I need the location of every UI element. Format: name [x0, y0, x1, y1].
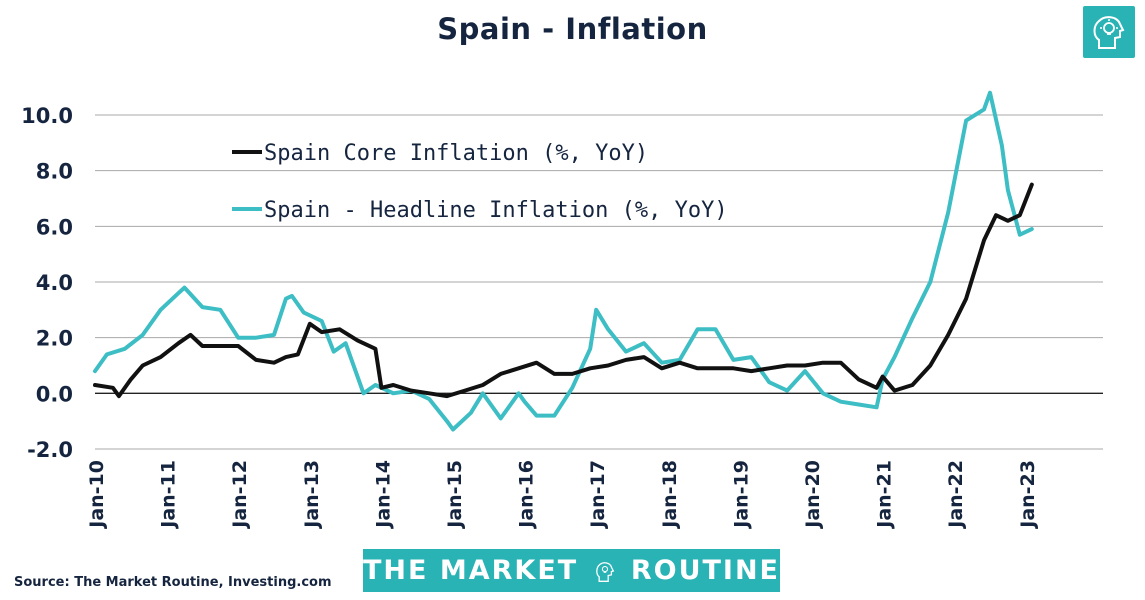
x-tick-label: Jan-22: [945, 460, 967, 530]
series-lines: [93, 90, 1034, 432]
y-tick-label: -2.0: [27, 438, 73, 462]
y-tick-label: 6.0: [36, 215, 73, 239]
x-tick-label: Jan-15: [444, 460, 466, 530]
x-tick-label: Jan-23: [1017, 460, 1039, 530]
legend: Spain Core Inflation (%, YoY) Spain - Hea…: [232, 141, 728, 223]
y-tick-label: 8.0: [36, 160, 73, 184]
head-lightbulb-icon: [1093, 16, 1125, 49]
x-tick-label: Jan-20: [802, 460, 824, 530]
logo-badge-icon: [1083, 6, 1135, 58]
brand-banner: THE MARKET ROUTINE: [363, 549, 780, 592]
core-inflation-line: [93, 182, 1034, 399]
y-tick-label: 0.0: [36, 382, 73, 406]
x-tick-label: Jan-10: [86, 460, 108, 530]
x-axis-ticks: Jan-10 Jan-11 Jan-12 Jan-13 Jan-14 Jan-15 Jan-…: [86, 460, 1039, 530]
y-axis-ticks: -2.0 0.0 2.0 4.0 6.0 8.0 10.0: [21, 104, 73, 462]
x-tick-label: Jan-13: [301, 460, 323, 530]
x-tick-label: Jan-18: [659, 460, 681, 530]
x-tick-label: Jan-14: [372, 460, 394, 530]
x-tick-label: Jan-16: [516, 460, 538, 530]
x-tick-label: Jan-12: [229, 460, 251, 530]
legend-label: Spain Core Inflation (%, YoY): [264, 141, 648, 166]
head-lightbulb-icon: [596, 561, 615, 582]
x-tick-label: Jan-17: [587, 460, 609, 530]
legend-label: Spain - Headline Inflation (%, YoY): [264, 198, 728, 223]
brand-text-left: THE MARKET: [363, 555, 579, 586]
x-tick-label: Jan-19: [730, 460, 752, 530]
brand-text-right: ROUTINE: [630, 555, 780, 586]
x-tick-label: Jan-11: [158, 460, 180, 530]
x-tick-label: Jan-21: [874, 460, 896, 530]
source-note: Source: The Market Routine, Investing.co…: [14, 575, 332, 590]
headline-inflation-line: [93, 90, 1034, 432]
y-tick-label: 10.0: [21, 104, 73, 128]
chart-title: Spain - Inflation: [437, 12, 708, 46]
y-tick-label: 2.0: [36, 327, 73, 351]
y-tick-label: 4.0: [36, 271, 73, 295]
